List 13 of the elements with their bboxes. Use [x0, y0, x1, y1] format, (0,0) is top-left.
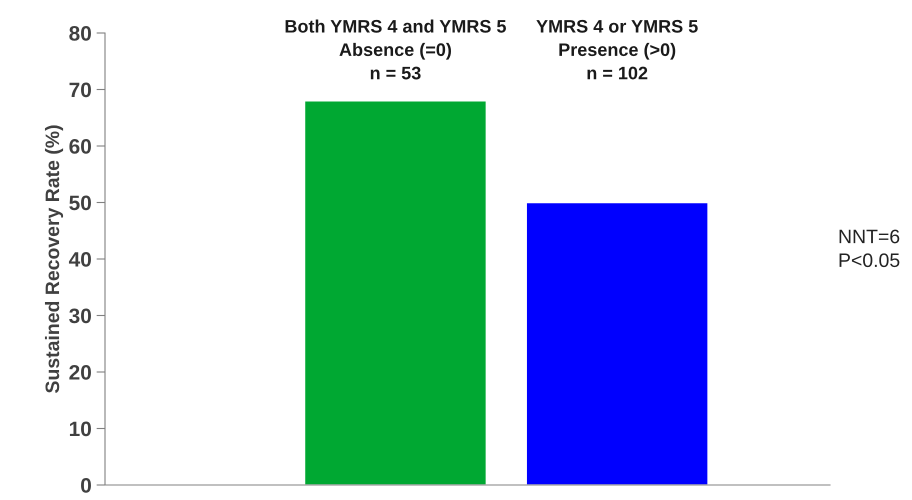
- y-tick-label: 0: [81, 478, 91, 493]
- text: NNT=6 P<0.05: [840, 230, 900, 268]
- y-tick-label: 30: [69, 308, 91, 324]
- y-tick-label: 70: [70, 82, 91, 98]
- x-tick-label: Both YMRS 4 and YMRS 5 Absence (=0) n = 53: [286, 19, 506, 80]
- y-tick-label: 10: [70, 422, 91, 436]
- y-tick-label: 20: [69, 365, 91, 380]
- y-tick-label: 60: [69, 139, 91, 154]
- y-tick-label: 50: [69, 196, 91, 210]
- y-tick-label: 80: [69, 26, 91, 41]
- x-tick-label: YMRS 4 or YMRS 5 Presence (>0) n = 102: [536, 20, 698, 80]
- y-tick-label: 40: [68, 252, 91, 267]
- y-axis-title: Sustained Recovery Rate (%): [44, 125, 64, 393]
